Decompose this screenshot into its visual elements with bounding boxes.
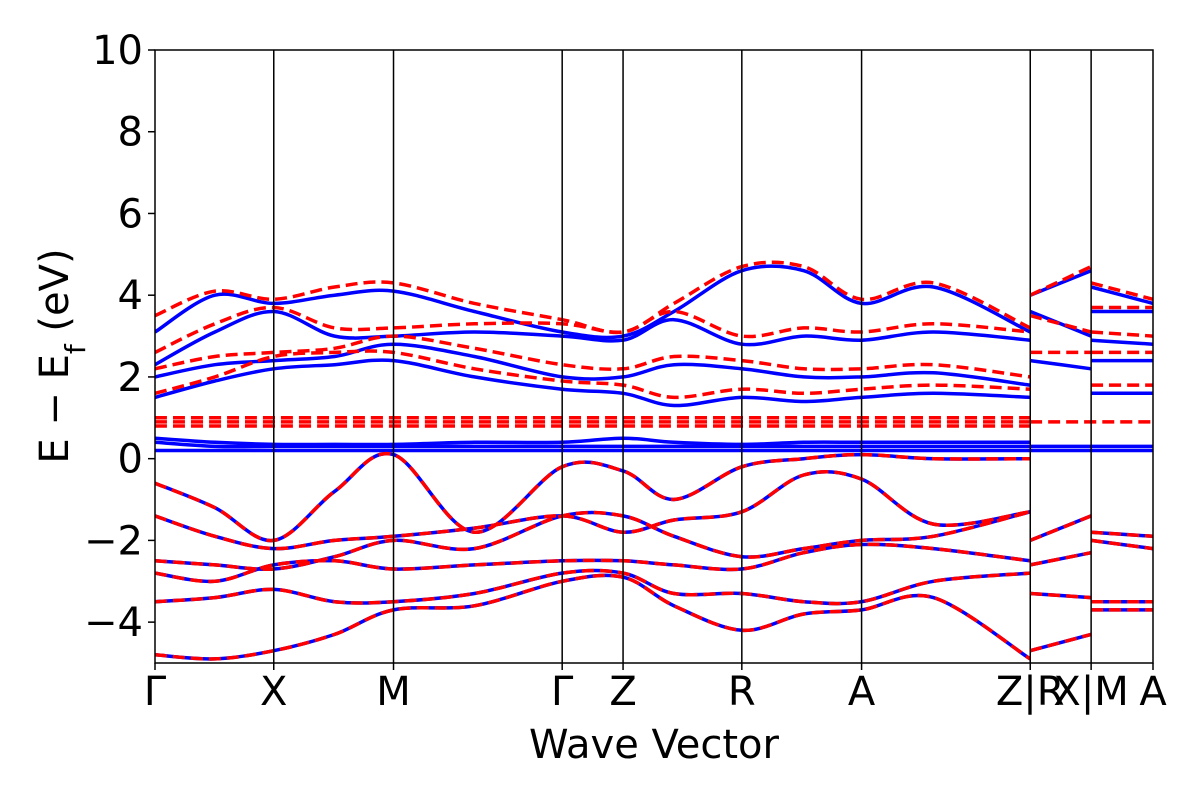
y-tick-label-5: 6: [118, 191, 143, 237]
segment-band-7: [1029, 514, 1092, 543]
segment-band-18: [1090, 338, 1153, 346]
dashed-band-1: [155, 568, 1031, 606]
segment-band-13: [1029, 632, 1092, 653]
y-tick-label-3: 2: [118, 355, 143, 401]
x-tick-label-7: Z|R: [996, 669, 1065, 715]
y-tick-label-2: 0: [118, 437, 143, 483]
dashed-band-12: [155, 260, 1031, 335]
segment-band-3: [1029, 313, 1092, 334]
dashed-band-10: [155, 334, 1031, 379]
x-tick-label-2: M: [376, 669, 411, 715]
x-tick-label-4: Z: [609, 669, 636, 715]
y-axis-ticks: −4 −2 0 2 4 6 8 10: [84, 28, 155, 646]
x-tick-label-3: Γ: [551, 669, 574, 715]
x-tick-label-0: Γ: [144, 669, 167, 715]
x-tick-label-9: A: [1139, 669, 1167, 715]
x-tick-label-5: R: [728, 669, 756, 715]
x-tick-label-8: X|M: [1053, 669, 1128, 715]
solid-band-12: [155, 264, 1031, 340]
segment-band-9: [1029, 550, 1092, 567]
segment-band-4: [1029, 358, 1092, 371]
y-tick-label-0: −4: [84, 600, 143, 646]
plot-frame: [154, 49, 1154, 664]
segment-band-27: [1090, 538, 1153, 551]
x-axis-ticks: Γ X M Γ Z R A Z|RX|M A: [144, 663, 1167, 715]
y-tick-label-7: 10: [92, 28, 143, 74]
x-tick-label-6: A: [848, 669, 876, 715]
y-axis-label: E − Ef (eV): [32, 248, 92, 463]
segment-band-1: [1029, 265, 1092, 297]
segment-band-25: [1090, 530, 1153, 539]
y-tick-label-1: −2: [84, 518, 143, 564]
y-tick-label-6: 8: [118, 110, 143, 156]
segment-band-11: [1030, 591, 1092, 600]
x-tick-label-1: X: [260, 669, 287, 715]
x-axis-label: Wave Vector: [529, 722, 780, 768]
segment-band-14: [1090, 285, 1153, 306]
kpoint-lines: [273, 50, 1092, 663]
segment-band-2: [1029, 309, 1092, 338]
segment-band-19: [1090, 330, 1153, 338]
plot-background: [155, 50, 1153, 663]
dashed-band-0: [155, 573, 1032, 661]
y-tick-label-4: 4: [118, 273, 143, 319]
segment-band-15: [1090, 281, 1153, 301]
